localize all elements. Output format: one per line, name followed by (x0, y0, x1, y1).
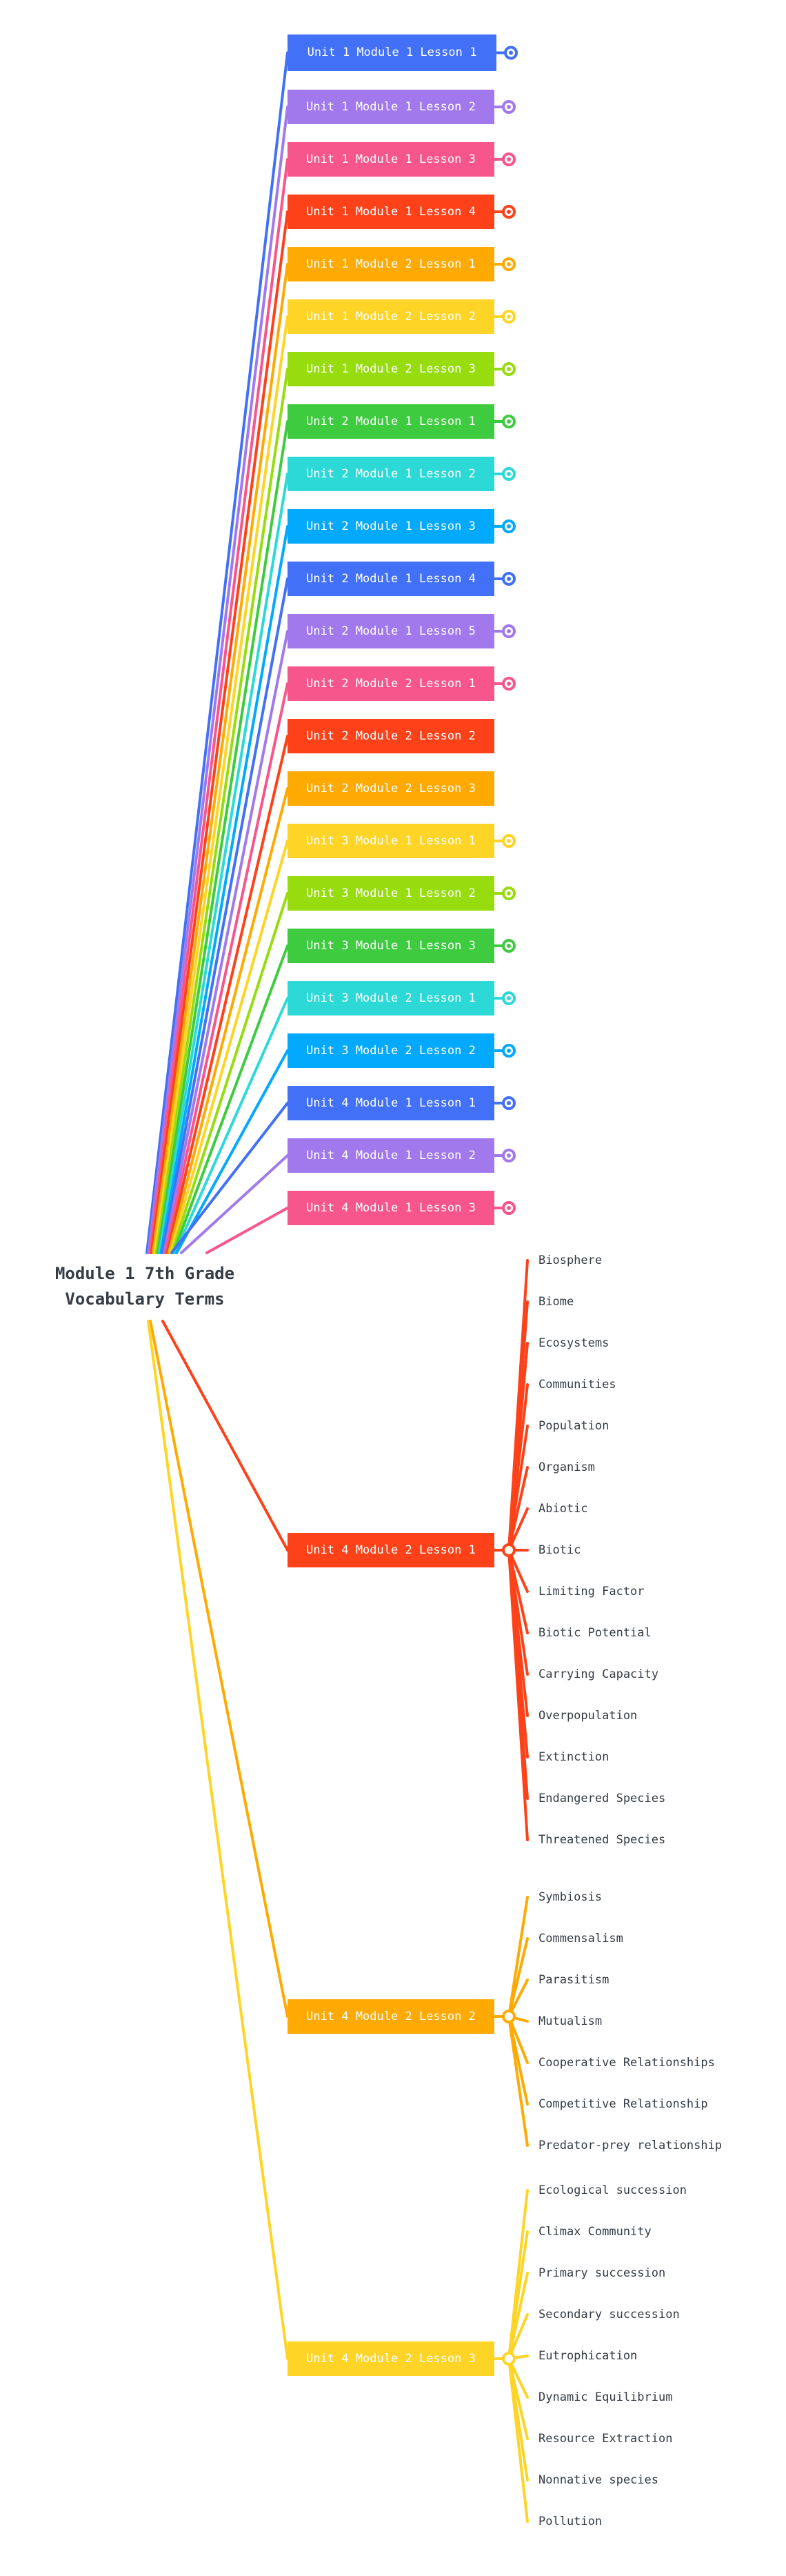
collapse-children-icon[interactable] (501, 1543, 516, 1558)
topic-node[interactable]: Unit 1 Module 2 Lesson 3 (288, 352, 494, 386)
topic-node[interactable]: Unit 1 Module 2 Lesson 1 (288, 247, 494, 281)
topic-node-expanded[interactable]: Unit 4 Module 2 Lesson 2 (288, 1999, 494, 2034)
topic-node[interactable]: Unit 3 Module 1 Lesson 2 (288, 876, 494, 911)
topic-node[interactable]: Unit 1 Module 1 Lesson 3 (288, 142, 494, 177)
topic-node-expanded[interactable]: Unit 4 Module 2 Lesson 1 (288, 1533, 494, 1567)
subtopic-item[interactable]: Limiting Factor (538, 1585, 645, 1598)
expand-children-icon[interactable] (503, 46, 518, 61)
root-topic[interactable]: Module 1 7th Grade Vocabulary Terms (54, 1264, 235, 1309)
expand-children-icon[interactable] (501, 361, 516, 377)
subtopic-item[interactable]: Communities (538, 1378, 616, 1391)
subtopic-item[interactable]: Climax Community (538, 2225, 652, 2239)
expand-children-icon[interactable] (501, 1043, 516, 1058)
topic-node[interactable]: Unit 1 Module 1 Lesson 1 (288, 34, 496, 71)
subtopic-item[interactable]: Carrying Capacity (538, 1667, 658, 1681)
subtopic-item[interactable]: Dynamic Equilibrium (538, 2390, 673, 2404)
topic-node[interactable]: Unit 1 Module 1 Lesson 4 (288, 195, 494, 229)
subtopic-item[interactable]: Biotic Potential (538, 1626, 652, 1640)
expand-children-icon[interactable] (501, 1148, 516, 1163)
subtopic-item[interactable]: Resource Extraction (538, 2432, 673, 2446)
expand-children-icon[interactable] (501, 624, 516, 639)
subtopic-item[interactable]: Biosphere (538, 1254, 603, 1267)
topic-node[interactable]: Unit 3 Module 1 Lesson 1 (288, 824, 494, 858)
subtopic-item[interactable]: Mutualism (538, 2014, 603, 2028)
topic-node[interactable]: Unit 2 Module 1 Lesson 4 (288, 562, 494, 596)
expand-children-icon[interactable] (501, 466, 516, 482)
expand-children-icon[interactable] (501, 1096, 516, 1111)
topic-node[interactable]: Unit 3 Module 1 Lesson 3 (288, 929, 494, 963)
expand-children-icon[interactable] (501, 991, 516, 1006)
expand-children-icon[interactable] (501, 519, 516, 534)
subtopic-item[interactable]: Overpopulation (538, 1709, 638, 1723)
expand-children-icon[interactable] (501, 257, 516, 272)
expand-children-icon[interactable] (501, 152, 516, 167)
subtopic-item[interactable]: Pollution (538, 2515, 603, 2528)
expand-children-icon[interactable] (501, 99, 516, 115)
expand-children-icon[interactable] (501, 1200, 516, 1216)
expand-children-icon[interactable] (501, 309, 516, 324)
topic-node[interactable]: Unit 2 Module 2 Lesson 3 (288, 771, 494, 806)
expand-children-icon[interactable] (501, 676, 516, 691)
topic-node-expanded[interactable]: Unit 4 Module 2 Lesson 3 (288, 2341, 494, 2376)
subtopic-item[interactable]: Parasitism (538, 1973, 609, 1987)
subtopic-item[interactable]: Organism (538, 1460, 595, 1474)
topic-node[interactable]: Unit 2 Module 2 Lesson 2 (288, 719, 494, 753)
subtopic-item[interactable]: Endangered Species (538, 1792, 666, 1805)
subtopic-item[interactable]: Nonnative species (538, 2473, 658, 2487)
subtopic-item[interactable]: Commensalism (538, 1932, 623, 1945)
expand-children-icon[interactable] (501, 833, 516, 849)
subtopic-item[interactable]: Ecosystems (538, 1336, 609, 1350)
subtopic-item[interactable]: Biotic (538, 1543, 581, 1557)
topic-node[interactable]: Unit 2 Module 2 Lesson 1 (288, 666, 494, 701)
collapse-children-icon[interactable] (501, 2009, 516, 2024)
subtopic-item[interactable]: Extinction (538, 1750, 609, 1764)
topic-node[interactable]: Unit 4 Module 1 Lesson 2 (288, 1138, 494, 1173)
subtopic-item[interactable]: Predator-prey relationship (538, 2139, 723, 2152)
topic-node[interactable]: Unit 4 Module 1 Lesson 3 (288, 1191, 494, 1225)
subtopic-item[interactable]: Threatened Species (538, 1833, 666, 1847)
expand-children-icon[interactable] (501, 938, 516, 953)
collapse-children-icon[interactable] (501, 2351, 516, 2366)
topic-node[interactable]: Unit 1 Module 2 Lesson 2 (288, 299, 494, 334)
topic-node[interactable]: Unit 1 Module 1 Lesson 2 (288, 90, 494, 124)
subtopic-item[interactable]: Biome (538, 1295, 574, 1309)
subtopic-item[interactable]: Population (538, 1419, 609, 1433)
topic-node[interactable]: Unit 2 Module 1 Lesson 1 (288, 404, 494, 439)
subtopic-item[interactable]: Ecological succession (538, 2183, 687, 2197)
subtopic-item[interactable]: Primary succession (538, 2266, 666, 2280)
subtopic-item[interactable]: Abiotic (538, 1502, 588, 1516)
expand-children-icon[interactable] (501, 886, 516, 901)
topic-node[interactable]: Unit 3 Module 2 Lesson 2 (288, 1033, 494, 1068)
expand-children-icon[interactable] (501, 204, 516, 219)
subtopic-item[interactable]: Eutrophication (538, 2349, 638, 2363)
topic-node[interactable]: Unit 3 Module 2 Lesson 1 (288, 981, 494, 1015)
topic-node[interactable]: Unit 4 Module 1 Lesson 1 (288, 1086, 494, 1120)
subtopic-item[interactable]: Cooperative Relationships (538, 2056, 715, 2070)
expand-children-icon[interactable] (501, 571, 516, 586)
expand-children-icon[interactable] (501, 414, 516, 429)
topic-node[interactable]: Unit 2 Module 1 Lesson 3 (288, 509, 494, 544)
subtopic-item[interactable]: Competitive Relationship (538, 2097, 708, 2111)
subtopic-item[interactable]: Symbiosis (538, 1890, 603, 1904)
topic-node[interactable]: Unit 2 Module 1 Lesson 2 (288, 457, 494, 491)
topic-node[interactable]: Unit 2 Module 1 Lesson 5 (288, 614, 494, 648)
subtopic-item[interactable]: Secondary succession (538, 2308, 680, 2321)
